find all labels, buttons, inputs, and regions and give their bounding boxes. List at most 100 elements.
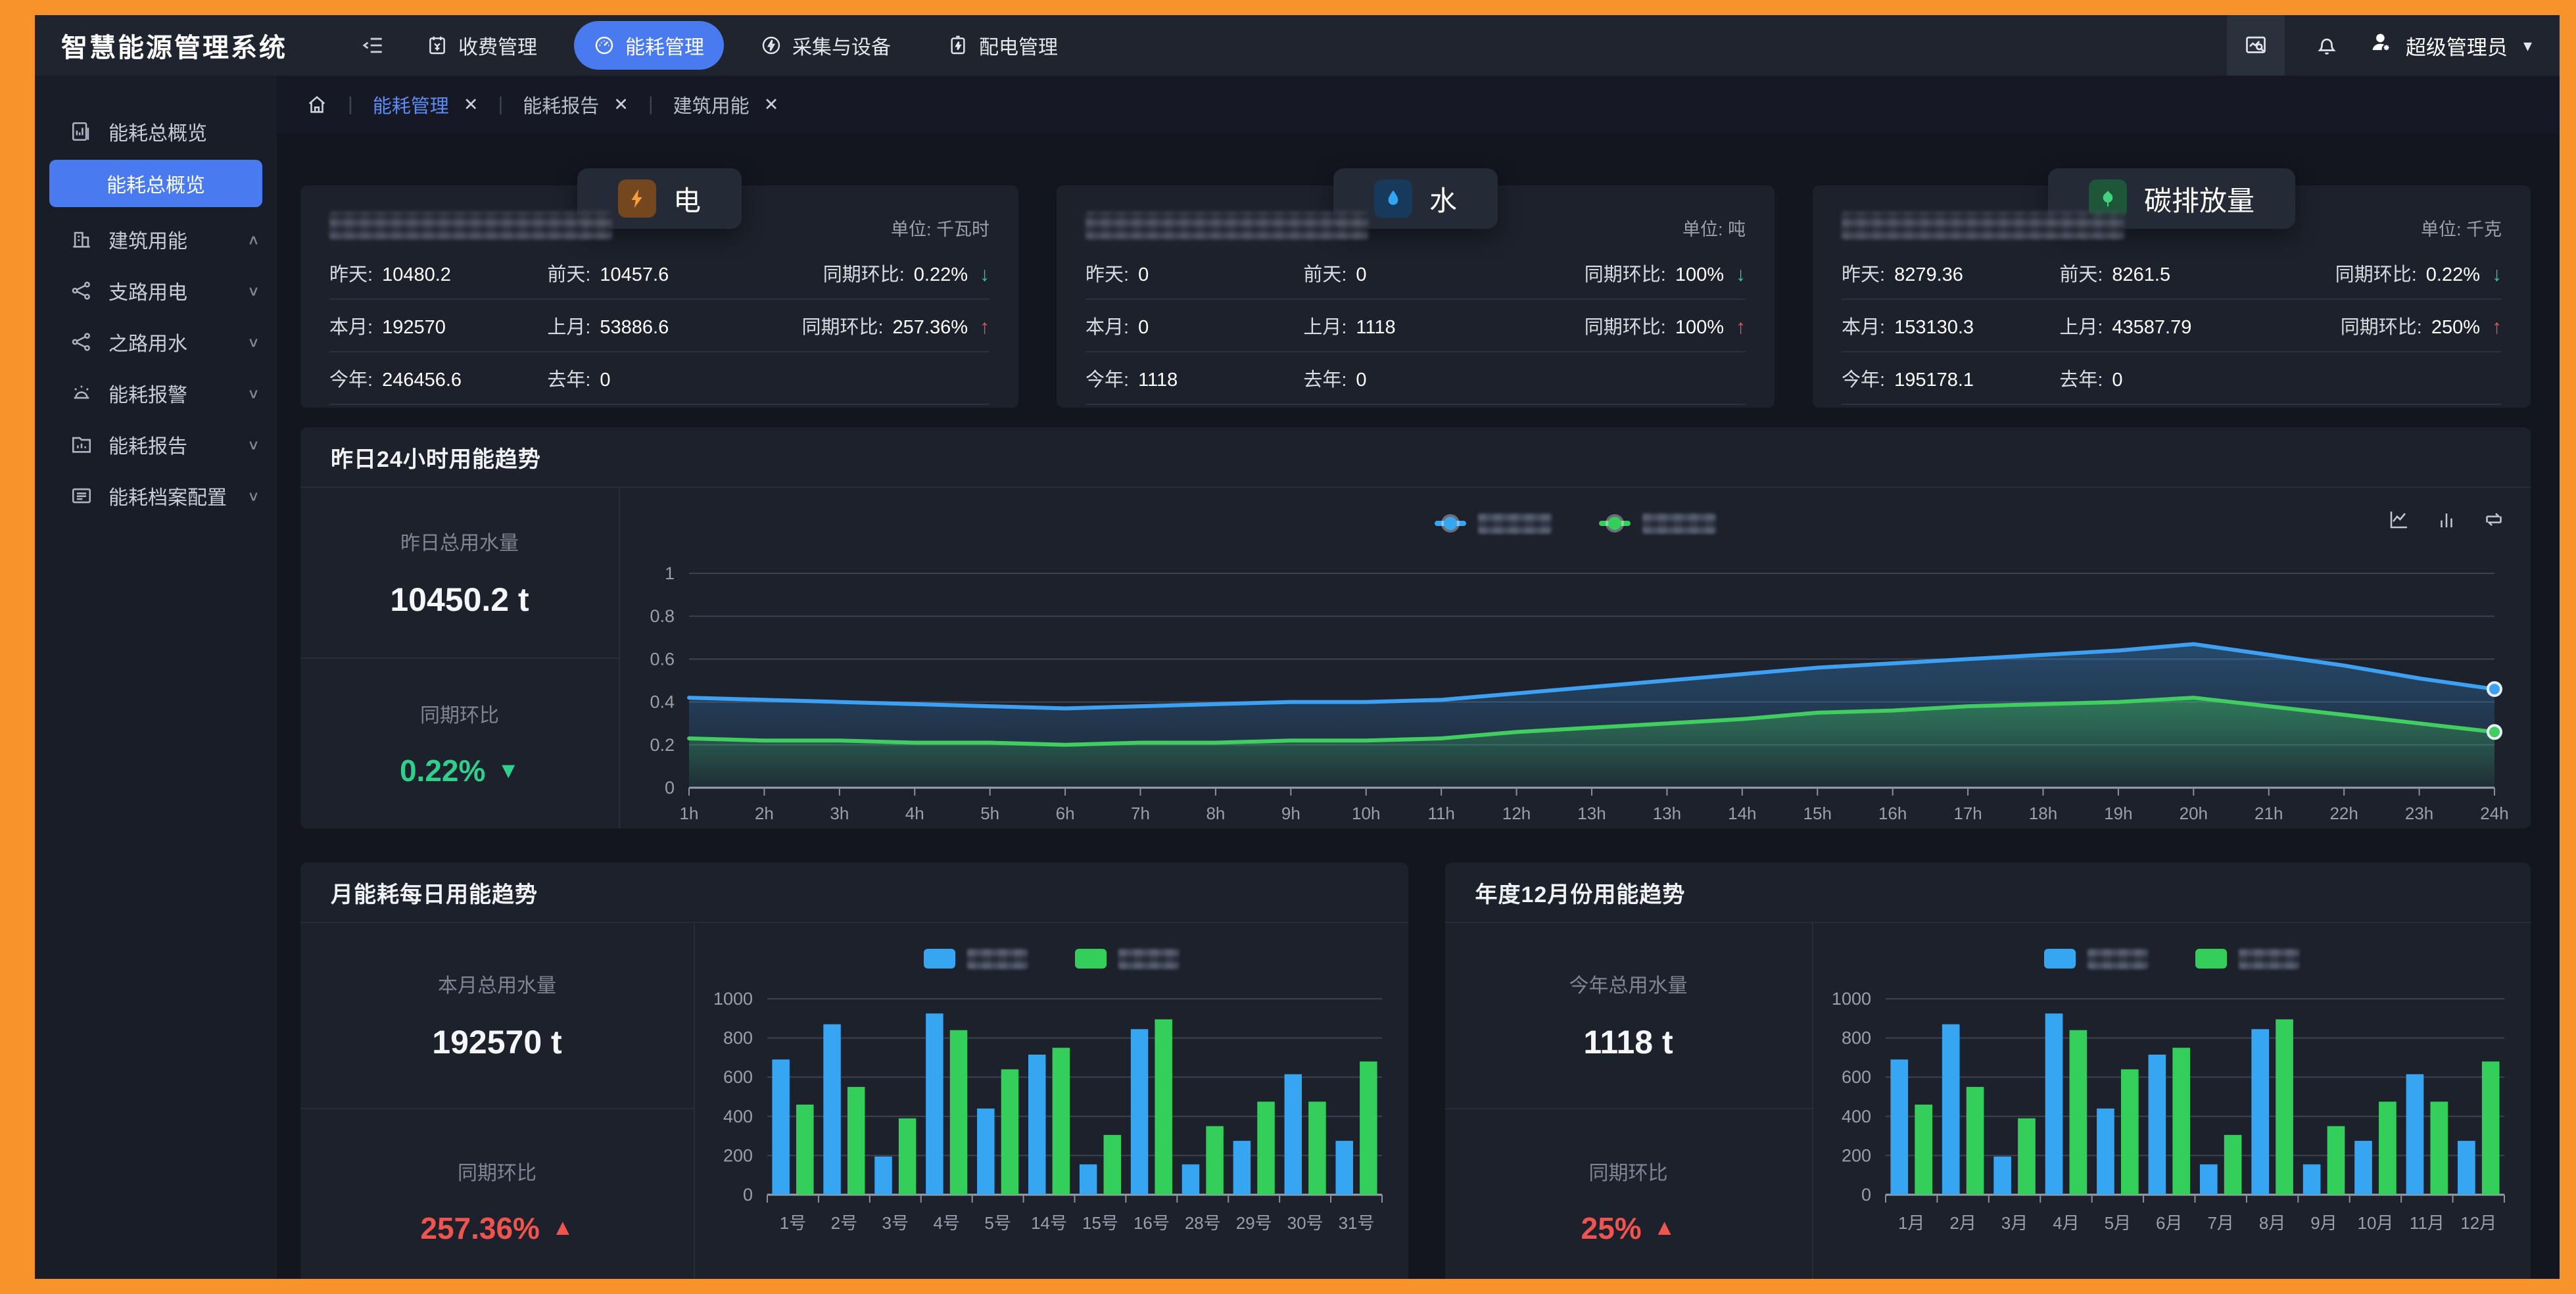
- bottom-row: 月能耗每日用能趋势 本月总用水量 192570 t 同期环比 257.36%: [300, 846, 2531, 1279]
- stat-value: 192570 t: [432, 1024, 562, 1061]
- sidebar-item-energy-report[interactable]: 能耗报告 ∨: [35, 419, 277, 470]
- close-icon[interactable]: ✕: [763, 94, 779, 114]
- sidebar-item-branch-electric[interactable]: 支路用电 ∨: [35, 265, 277, 316]
- chevron-up-icon: ∧: [247, 231, 260, 247]
- stat-value: 0: [2112, 370, 2123, 391]
- nav-item-power[interactable]: 配电管理: [928, 21, 1078, 70]
- user-menu[interactable]: 超级管理员 ▾: [2369, 30, 2560, 60]
- svg-text:0: 0: [743, 1185, 753, 1205]
- menu-fold-icon[interactable]: [362, 34, 385, 57]
- svg-text:0.2: 0.2: [650, 735, 675, 755]
- legend-item-blue[interactable]: [1435, 513, 1552, 534]
- battery-bolt-icon: [947, 35, 968, 56]
- stat-row: 今年: 195178.1 去年: 0: [1842, 352, 2502, 405]
- svg-text:1000: 1000: [713, 989, 753, 1009]
- trend-down-icon: ↓: [1736, 264, 1746, 285]
- svg-text:24h: 24h: [2480, 803, 2508, 823]
- svg-text:4h: 4h: [905, 803, 924, 823]
- bar-legend-swatch: [924, 949, 956, 969]
- svg-text:1h: 1h: [680, 803, 699, 823]
- svg-text:12h: 12h: [1502, 803, 1531, 823]
- chart-legend: [1813, 948, 2531, 969]
- tab-separator: |: [498, 93, 504, 115]
- tab-separator: |: [348, 93, 353, 115]
- stat-value: 100%: [1675, 317, 1724, 338]
- stat-cards-row: 电 单位: 千瓦时 昨天: 10480.2 前天: 10457.6 同期环比: 0.2…: [300, 168, 2531, 408]
- nav-item-fee[interactable]: 收费管理: [407, 21, 557, 70]
- sidebar-item-energy-alarm[interactable]: 能耗报警 ∨: [35, 368, 277, 419]
- svg-text:6h: 6h: [1056, 803, 1075, 823]
- gauge-icon: [594, 35, 615, 56]
- svg-text:5月: 5月: [2104, 1213, 2130, 1233]
- stat-value: 10457.6: [600, 264, 669, 285]
- building-icon: [70, 228, 93, 251]
- sidebar-item-building-energy[interactable]: 建筑用能 ∧: [35, 214, 277, 265]
- svg-text:14h: 14h: [1728, 803, 1756, 823]
- sidebar-item-label: 能耗档案配置: [108, 487, 227, 509]
- app-window: 智慧能源管理系统 收费管理 能耗管理 采集与设备: [35, 15, 2560, 1279]
- nav-item-devices[interactable]: 采集与设备: [741, 21, 911, 70]
- card-title-row: 单位: 吨: [1085, 185, 1746, 247]
- stat-value: 0: [1356, 264, 1367, 285]
- circle-bolt-icon: [761, 35, 782, 56]
- svg-text:0: 0: [1861, 1185, 1871, 1205]
- bar-chart-icon[interactable]: [2435, 508, 2458, 531]
- close-icon[interactable]: ✕: [613, 94, 629, 114]
- line-chart-icon[interactable]: [2387, 508, 2411, 531]
- sidebar-item-label: 能耗报告: [108, 436, 187, 458]
- legend-item-blue[interactable]: [924, 948, 1028, 969]
- sidebar-item-archive-config[interactable]: 能耗档案配置 ∨: [35, 470, 277, 521]
- sidebar-item-overview[interactable]: 能耗总概览: [35, 106, 277, 157]
- stat-key: 今年:: [1842, 370, 1886, 391]
- unit-label: 单位: 千瓦时: [890, 220, 990, 239]
- stat-key: 昨天:: [329, 264, 373, 285]
- svg-text:400: 400: [1841, 1107, 1871, 1126]
- refresh-icon[interactable]: [2482, 508, 2506, 531]
- stat-row: 今年: 1118 去年: 0: [1085, 352, 1746, 405]
- legend-item-green[interactable]: [1599, 513, 1716, 534]
- trend-up-icon: ↑: [1736, 316, 1746, 338]
- chart-legend: [620, 513, 2531, 534]
- legend-item-blue[interactable]: [2044, 948, 2149, 969]
- monthly-bar-chart: 0 200 400 600 800 1000 1月 2月 3月 4月 5月 6月 7月 8月 9月 10月 11…: [1831, 989, 2505, 1233]
- tab-building-energy[interactable]: 建筑用能 ✕: [673, 91, 779, 118]
- sidebar-item-branch-water[interactable]: 之路用水 ∨: [35, 316, 277, 368]
- stat-ratio: 0.22% ▼: [400, 753, 519, 788]
- nav-item-energy[interactable]: 能耗管理: [574, 21, 724, 70]
- stat-value: 250%: [2431, 317, 2480, 338]
- stat-value: 195178.1: [1894, 370, 1974, 391]
- sidebar-item-label: 之路用水: [108, 333, 187, 355]
- chevron-down-icon: ▾: [2523, 35, 2532, 55]
- user-avatar-icon: [2369, 30, 2394, 60]
- legend-item-green[interactable]: [1075, 948, 1180, 969]
- stat-row: 昨天: 8279.36 前天: 8261.5 同期环比: 0.22% ↓: [1842, 247, 2502, 300]
- sidebar-subitem-overview-active[interactable]: 能耗总概览: [49, 160, 262, 207]
- tab-energy-management[interactable]: 能耗管理 ✕: [373, 91, 479, 118]
- chart-search-button[interactable]: [2226, 15, 2285, 76]
- stat-block-total: 昨日总用水量 10450.2 t: [300, 488, 619, 658]
- close-icon[interactable]: ✕: [463, 94, 479, 114]
- tab-energy-report[interactable]: 能耗报告 ✕: [523, 91, 629, 118]
- stat-key: 同期环比:: [1584, 264, 1666, 285]
- ratio-value: 25%: [1581, 1210, 1642, 1245]
- svg-text:17h: 17h: [1953, 803, 1982, 823]
- svg-text:200: 200: [723, 1145, 753, 1165]
- trend-down-icon: ↓: [2492, 264, 2502, 285]
- svg-text:3h: 3h: [830, 803, 849, 823]
- svg-text:9月: 9月: [2310, 1213, 2337, 1233]
- svg-text:8h: 8h: [1206, 803, 1225, 823]
- stat-value: 10480.2: [382, 264, 451, 285]
- stat-value: 257.36%: [892, 317, 968, 338]
- svg-text:0: 0: [665, 778, 675, 798]
- tab-label: 建筑用能: [673, 96, 750, 117]
- svg-text:7月: 7月: [2207, 1213, 2233, 1233]
- legend-item-green[interactable]: [2195, 948, 2300, 969]
- svg-text:2号: 2号: [831, 1213, 857, 1233]
- card-tab-label: 电: [673, 185, 702, 216]
- branch-icon: [70, 279, 93, 302]
- home-icon[interactable]: [306, 93, 328, 116]
- trend-up-icon: ▲: [551, 1215, 574, 1241]
- trend-down-icon: ▼: [497, 757, 520, 783]
- notifications-bell-icon[interactable]: [2315, 34, 2339, 57]
- sidebar-item-label: 能耗报警: [108, 385, 187, 406]
